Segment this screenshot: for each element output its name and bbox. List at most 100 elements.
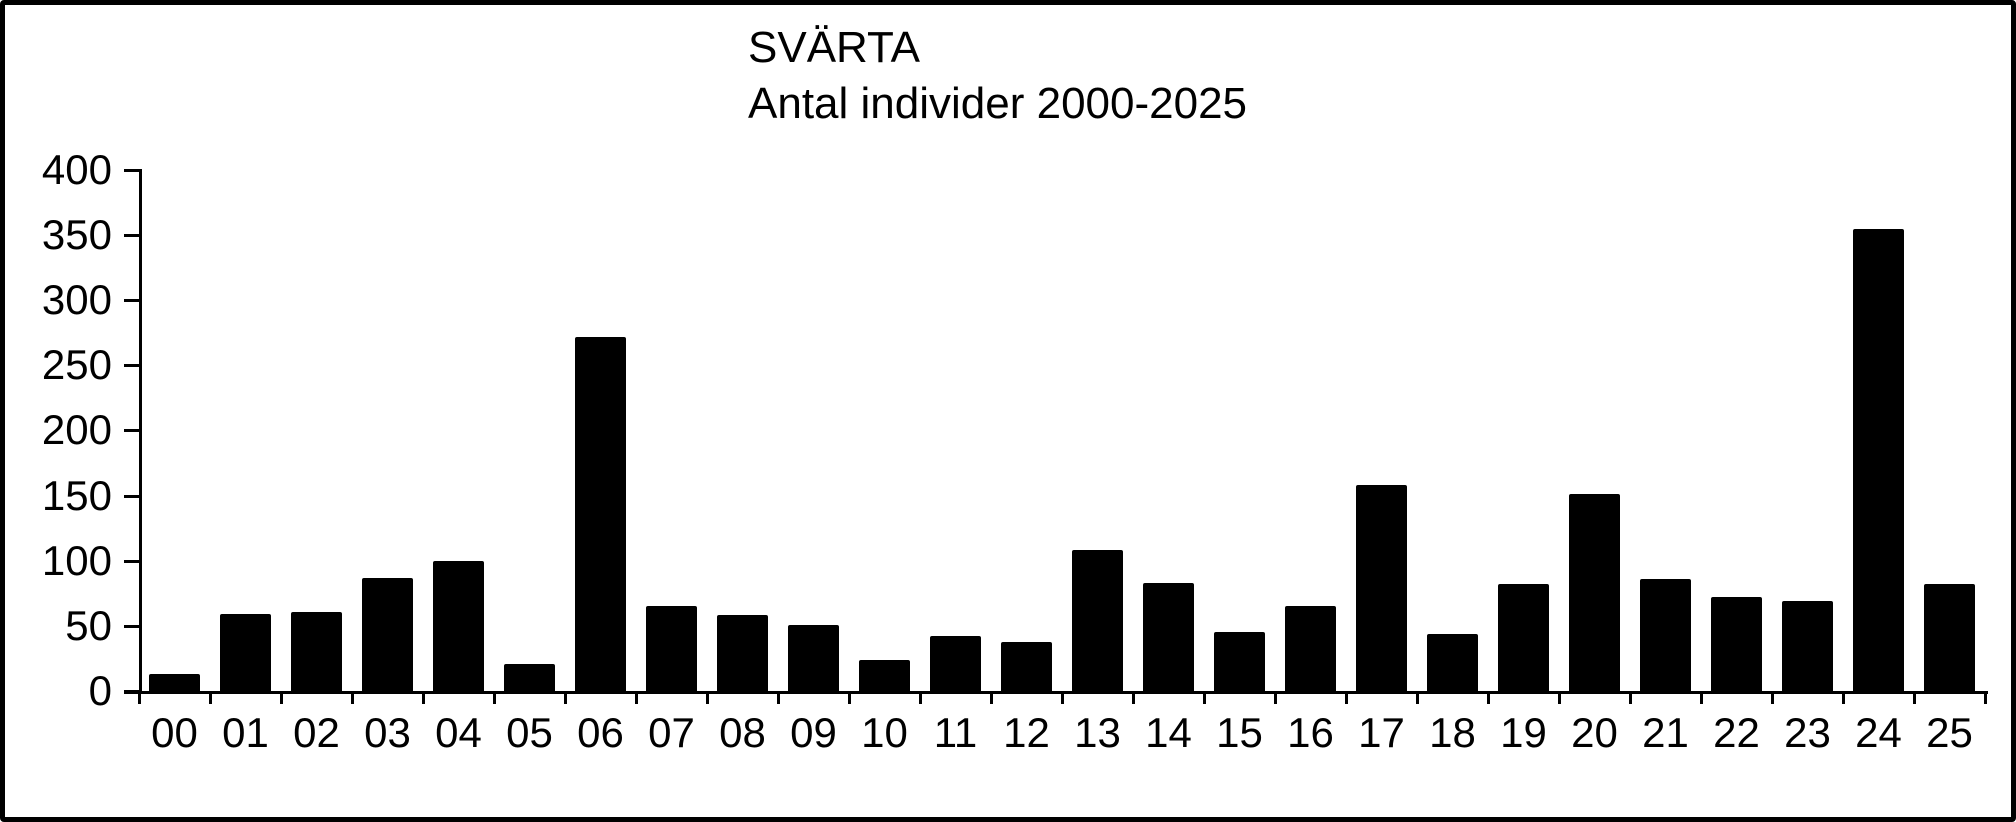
bar-11 — [930, 636, 981, 691]
x-tick-mark — [1345, 691, 1348, 704]
x-axis-line — [124, 691, 1988, 694]
y-tick-label: 150 — [41, 472, 112, 519]
x-tick-label-09: 09 — [790, 709, 837, 756]
x-tick-mark — [422, 691, 425, 704]
y-tick-label: 0 — [88, 667, 112, 714]
bar-18 — [1427, 634, 1478, 691]
y-tick-label: 50 — [65, 602, 112, 649]
x-tick-mark — [1629, 691, 1632, 704]
x-tick-label-13: 13 — [1074, 709, 1121, 756]
x-tick-label-14: 14 — [1145, 709, 1192, 756]
bar-25 — [1924, 584, 1975, 691]
x-tick-label-05: 05 — [506, 709, 553, 756]
x-tick-mark — [1487, 691, 1490, 704]
x-tick-mark — [1771, 691, 1774, 704]
x-tick-label-24: 24 — [1855, 709, 1902, 756]
x-tick-label-18: 18 — [1429, 709, 1476, 756]
x-tick-label-22: 22 — [1713, 709, 1760, 756]
x-tick-label-23: 23 — [1784, 709, 1831, 756]
y-tick-mark — [124, 364, 139, 367]
x-tick-label-12: 12 — [1003, 709, 1050, 756]
chart-title: SVÄRTA — [748, 23, 920, 72]
bar-12 — [1001, 642, 1052, 691]
bar-13 — [1072, 550, 1123, 691]
bar-01 — [220, 614, 271, 691]
x-tick-label-11: 11 — [933, 709, 978, 756]
x-tick-mark — [209, 691, 212, 704]
bar-09 — [788, 625, 839, 691]
x-tick-label-02: 02 — [293, 709, 340, 756]
x-tick-label-04: 04 — [435, 709, 482, 756]
bar-22 — [1711, 597, 1762, 691]
x-tick-mark — [564, 691, 567, 704]
y-tick-mark — [124, 625, 139, 628]
y-tick-label: 250 — [41, 341, 112, 388]
x-tick-mark — [280, 691, 283, 704]
x-tick-mark — [1274, 691, 1277, 704]
x-tick-label-17: 17 — [1358, 709, 1405, 756]
y-tick-label: 100 — [41, 537, 112, 584]
bar-16 — [1285, 606, 1336, 691]
bar-07 — [646, 606, 697, 691]
x-tick-mark — [706, 691, 709, 704]
x-tick-label-03: 03 — [364, 709, 411, 756]
bar-02 — [291, 612, 342, 691]
x-tick-label-20: 20 — [1571, 709, 1618, 756]
x-tick-mark — [1842, 691, 1845, 704]
chart-subtitle: Antal individer 2000-2025 — [748, 79, 1248, 128]
bar-21 — [1640, 579, 1691, 691]
x-tick-mark — [919, 691, 922, 704]
x-tick-mark — [1558, 691, 1561, 704]
x-tick-label-06: 06 — [577, 709, 624, 756]
x-tick-mark — [493, 691, 496, 704]
x-tick-label-21: 21 — [1642, 709, 1689, 756]
x-tick-mark — [1203, 691, 1206, 704]
bar-24 — [1853, 229, 1904, 691]
y-tick-label: 350 — [41, 211, 112, 258]
bar-00 — [149, 674, 200, 691]
bar-05 — [504, 664, 555, 691]
y-tick-label: 400 — [41, 146, 112, 193]
y-tick-mark — [124, 299, 139, 302]
x-tick-label-16: 16 — [1287, 709, 1334, 756]
y-tick-mark — [124, 429, 139, 432]
bar-10 — [859, 660, 910, 691]
x-tick-mark — [1061, 691, 1064, 704]
bar-19 — [1498, 584, 1549, 691]
x-tick-mark — [635, 691, 638, 704]
x-tick-mark — [138, 691, 141, 704]
x-tick-mark — [1132, 691, 1135, 704]
bar-23 — [1782, 601, 1833, 691]
chart-title-block: SVÄRTA Antal individer 2000-2025 — [748, 20, 1247, 132]
bar-15 — [1214, 632, 1265, 691]
y-tick-label: 200 — [41, 406, 112, 453]
y-tick-label: 300 — [41, 276, 112, 323]
x-tick-mark — [351, 691, 354, 704]
x-tick-mark — [777, 691, 780, 704]
x-tick-label-15: 15 — [1216, 709, 1263, 756]
x-tick-mark — [990, 691, 993, 704]
y-tick-mark — [124, 169, 139, 172]
bar-03 — [362, 578, 413, 691]
y-axis-line — [139, 169, 142, 694]
bar-14 — [1143, 583, 1194, 691]
y-tick-mark — [124, 234, 139, 237]
x-tick-label-25: 25 — [1926, 709, 1973, 756]
bar-04 — [433, 561, 484, 691]
x-tick-mark — [1913, 691, 1916, 704]
y-tick-mark — [124, 560, 139, 563]
bar-06 — [575, 337, 626, 691]
bar-08 — [717, 615, 768, 691]
x-tick-label-19: 19 — [1500, 709, 1547, 756]
x-tick-mark — [1700, 691, 1703, 704]
x-tick-label-07: 07 — [648, 709, 695, 756]
bar-20 — [1569, 494, 1620, 691]
x-tick-label-10: 10 — [861, 709, 908, 756]
bar-17 — [1356, 485, 1407, 691]
y-tick-mark — [124, 495, 139, 498]
x-tick-label-01: 01 — [222, 709, 269, 756]
x-tick-label-00: 00 — [151, 709, 198, 756]
x-tick-label-08: 08 — [719, 709, 766, 756]
x-tick-mark — [848, 691, 851, 704]
